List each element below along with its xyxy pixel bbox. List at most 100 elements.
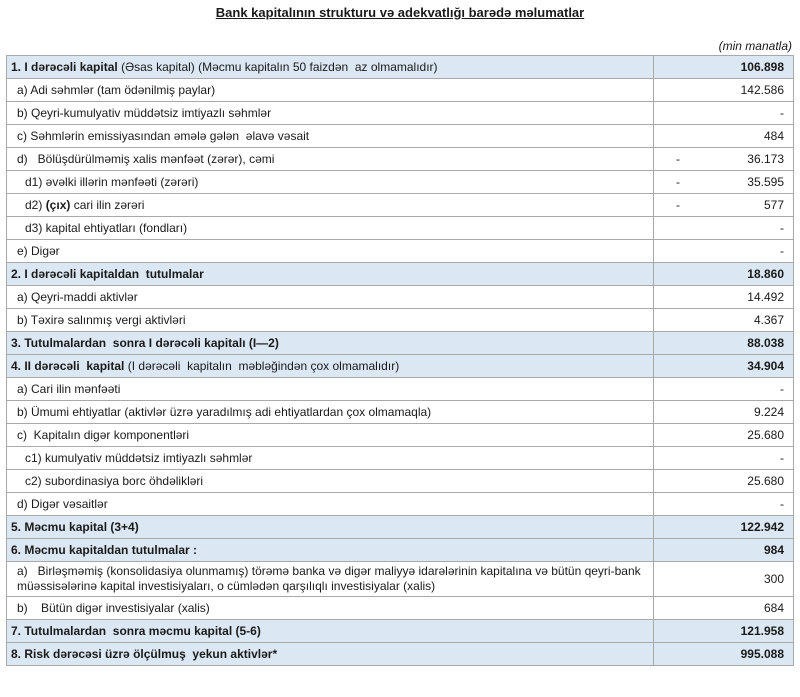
row-value: 995.088 [654, 643, 793, 665]
table-row: d3) kapital ehtiyatları (fondları) - [7, 217, 793, 240]
negative-sign: - [676, 198, 680, 212]
row-label: d1) əvəlki illərin mənfəəti (zərəri) [7, 171, 654, 193]
table-row: 1. I dərəcəli kapital (Əsas kapital) (Mə… [7, 56, 793, 79]
row-value: 300 [654, 562, 793, 596]
row-value: 684 [654, 597, 793, 619]
row-label: 5. Məcmu kapital (3+4) [7, 516, 654, 538]
row-value: - 577 [654, 194, 793, 216]
row-label: 8. Risk dərəcəsi üzrə ölçülmuş yekun akt… [7, 643, 654, 665]
table-row: b) Təxirə salınmış vergi aktivləri 4.367 [7, 309, 793, 332]
table-row: 4. II dərəcəli kapital (I dərəcəli kapit… [7, 355, 793, 378]
row-value: 9.224 [654, 401, 793, 423]
value-number: 995.088 [740, 647, 784, 661]
table-row: 8. Risk dərəcəsi üzrə ölçülmuş yekun akt… [7, 643, 793, 666]
row-value: 106.898 [654, 56, 793, 78]
value-number: 34.904 [747, 359, 784, 373]
value-number: - [780, 244, 784, 258]
value-number: - [780, 106, 784, 120]
table-row: 5. Məcmu kapital (3+4) 122.942 [7, 516, 793, 539]
row-label: 4. II dərəcəli kapital (I dərəcəli kapit… [7, 355, 654, 377]
table-row: d) Bölüşdürülməmiş xalis mənfəət (zərər)… [7, 148, 793, 171]
value-number: 18.860 [747, 267, 784, 281]
value-number: 4.367 [753, 313, 784, 327]
row-label: a) Cari ilin mənfəəti [7, 378, 654, 400]
table-row: a) Birləşməmiş (konsolidasiya olunmamış)… [7, 562, 793, 597]
row-value: 25.680 [654, 470, 793, 492]
value-number: 684 [763, 601, 784, 615]
table-row: b) Ümumi ehtiyatlar (aktivlər üzrə yarad… [7, 401, 793, 424]
table-row: c) Kapitalın digər komponentləri 25.680 [7, 424, 793, 447]
row-value: 122.942 [654, 516, 793, 538]
row-value: 984 [654, 539, 793, 561]
table-row: b) Qeyri-kumulyativ müddətsiz imtiyazlı … [7, 102, 793, 125]
row-value: 18.860 [654, 263, 793, 285]
value-number: 122.942 [740, 520, 784, 534]
row-value: 484 [654, 125, 793, 147]
row-value: - [654, 217, 793, 239]
row-label: a) Adi səhmlər (tam ödənilmiş paylar) [7, 79, 654, 101]
table-row: 6. Məcmu kapitaldan tutulmalar : 984 [7, 539, 793, 562]
value-number: - [780, 382, 784, 396]
negative-sign: - [676, 175, 680, 189]
row-value: 142.586 [654, 79, 793, 101]
row-value: - [654, 102, 793, 124]
table-row: a) Adi səhmlər (tam ödənilmiş paylar) 142… [7, 79, 793, 102]
value-number: 9.224 [753, 405, 784, 419]
table-row: a) Cari ilin mənfəəti - [7, 378, 793, 401]
value-number: 984 [763, 543, 784, 557]
value-number: - [780, 497, 784, 511]
table-row: 3. Tutulmalardan sonra I dərəcəli kapita… [7, 332, 793, 355]
row-value: - 35.595 [654, 171, 793, 193]
row-label: 7. Tutulmalardan sonra məcmu kapital (5-… [7, 620, 654, 642]
value-number: 25.680 [747, 428, 784, 442]
unit-note: (min manatla) [718, 39, 792, 53]
table-row: d) Digər vəsaitlər - [7, 493, 793, 516]
row-label: 1. I dərəcəli kapital (Əsas kapital) (Mə… [7, 56, 654, 78]
row-value: - [654, 447, 793, 469]
row-label: c) Kapitalın digər komponentləri [7, 424, 654, 446]
table-row: a) Qeyri-maddi aktivlər 14.492 [7, 286, 793, 309]
row-label: d) Digər vəsaitlər [7, 493, 654, 515]
table-row: b) Bütün digər investisiyalar (xalis) 684 [7, 597, 793, 620]
table-row: d1) əvəlki illərin mənfəəti (zərəri) - 35.… [7, 171, 793, 194]
row-value: - [654, 493, 793, 515]
value-number: - [780, 451, 784, 465]
table-row: e) Digər - [7, 240, 793, 263]
table-row: c1) kumulyativ müddətsiz imtiyazlı səhml… [7, 447, 793, 470]
row-value: 121.958 [654, 620, 793, 642]
page-title: Bank kapitalının strukturu və adekvatlığ… [215, 5, 585, 20]
row-label: a) Qeyri-maddi aktivlər [7, 286, 654, 308]
row-value: - 36.173 [654, 148, 793, 170]
row-value: - [654, 240, 793, 262]
row-label: 3. Tutulmalardan sonra I dərəcəli kapita… [7, 332, 654, 354]
table-row: c2) subordinasiya borc öhdəlikləri 25.680 [7, 470, 793, 493]
row-label: b) Təxirə salınmış vergi aktivləri [7, 309, 654, 331]
row-label: d3) kapital ehtiyatları (fondları) [7, 217, 654, 239]
value-number: 25.680 [747, 474, 784, 488]
value-number: 106.898 [740, 60, 784, 74]
row-label: a) Birləşməmiş (konsolidasiya olunmamış)… [7, 562, 654, 596]
value-number: 121.958 [740, 624, 784, 638]
row-value: 34.904 [654, 355, 793, 377]
row-label: b) Qeyri-kumulyativ müddətsiz imtiyazlı … [7, 102, 654, 124]
row-label: e) Digər [7, 240, 654, 262]
row-label: c1) kumulyativ müddətsiz imtiyazlı səhml… [7, 447, 654, 469]
value-number: 35.595 [747, 175, 784, 189]
table-row: c) Səhmlərin emissiyasından əmələ gələn … [7, 125, 793, 148]
row-label: 6. Məcmu kapitaldan tutulmalar : [7, 539, 654, 561]
value-number: 300 [763, 572, 784, 586]
value-number: 142.586 [740, 83, 784, 97]
row-value: - [654, 378, 793, 400]
value-number: 484 [763, 129, 784, 143]
value-number: 577 [763, 198, 784, 212]
row-label: d2) (çıx) cari ilin zərəri [7, 194, 654, 216]
row-label: 2. I dərəcəli kapitaldan tutulmalar [7, 263, 654, 285]
row-value: 4.367 [654, 309, 793, 331]
value-number: 36.173 [747, 152, 784, 166]
row-label: b) Ümumi ehtiyatlar (aktivlər üzrə yarad… [7, 401, 654, 423]
value-number: 14.492 [747, 290, 784, 304]
row-label: c) Səhmlərin emissiyasından əmələ gələn … [7, 125, 654, 147]
value-number: - [780, 221, 784, 235]
table-row: 2. I dərəcəli kapitaldan tutulmalar 18.86… [7, 263, 793, 286]
row-label: c2) subordinasiya borc öhdəlikləri [7, 470, 654, 492]
